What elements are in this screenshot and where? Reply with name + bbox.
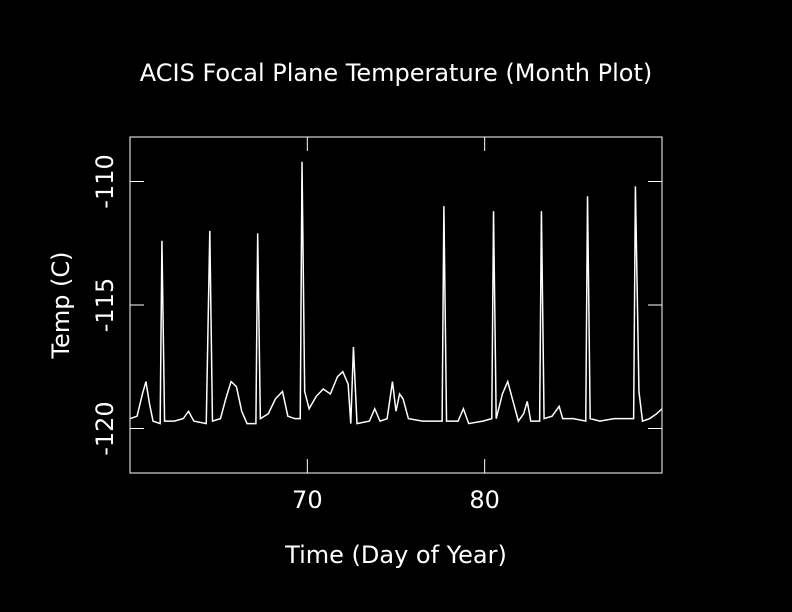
x-axis-label: Time (Day of Year) <box>284 541 507 569</box>
y-axis-label: Temp (C) <box>47 251 75 359</box>
y-tick-label: -120 <box>91 401 119 455</box>
x-tick-label: 70 <box>292 486 323 514</box>
y-tick-label: -110 <box>91 154 119 208</box>
chart-title: ACIS Focal Plane Temperature (Month Plot… <box>140 59 652 87</box>
data-line <box>129 161 663 425</box>
y-tick-label: -115 <box>91 278 119 332</box>
x-tick-label: 80 <box>469 486 500 514</box>
